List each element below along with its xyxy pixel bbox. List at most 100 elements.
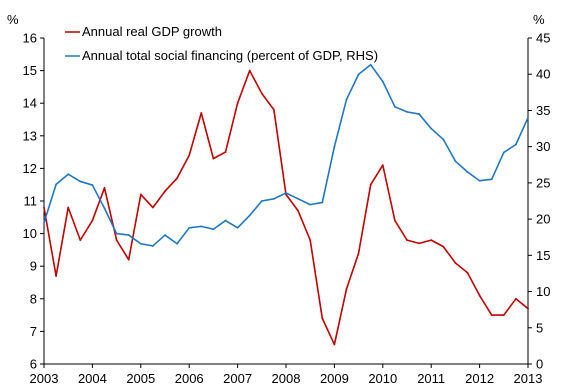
data-point-gdp-growth bbox=[152, 206, 154, 209]
data-point-social-financing bbox=[43, 221, 45, 224]
x-tick-label: 2003 bbox=[30, 371, 59, 386]
data-point-social-financing bbox=[406, 110, 408, 113]
x-tick-label: 2009 bbox=[320, 371, 349, 386]
data-point-social-financing bbox=[321, 201, 324, 204]
data-point-social-financing bbox=[381, 80, 384, 83]
data-point-social-financing bbox=[369, 63, 372, 66]
data-point-social-financing bbox=[91, 184, 94, 186]
right-tick-label: 35 bbox=[536, 103, 550, 118]
data-point-gdp-growth bbox=[430, 239, 433, 242]
left-tick-label: 12 bbox=[23, 161, 37, 176]
data-point-social-financing bbox=[224, 219, 227, 222]
data-point-social-financing bbox=[285, 192, 287, 194]
data-point-social-financing bbox=[115, 232, 118, 235]
data-point-gdp-growth bbox=[369, 183, 372, 186]
right-axis-ticks: 0 5 10 15 20 25 30 35 40 45 bbox=[528, 31, 550, 372]
x-tick-label: 2004 bbox=[78, 371, 107, 386]
right-tick-label: 0 bbox=[536, 357, 543, 372]
data-point-gdp-growth bbox=[91, 219, 94, 222]
data-point-gdp-growth bbox=[43, 206, 45, 209]
left-tick-label: 8 bbox=[30, 291, 37, 306]
data-point-gdp-growth bbox=[188, 154, 191, 157]
left-unit-label: % bbox=[7, 12, 19, 27]
legend: Annual real GDP growth Annual total soci… bbox=[65, 24, 378, 63]
data-point-gdp-growth bbox=[103, 187, 106, 189]
data-point-social-financing bbox=[188, 226, 191, 229]
left-tick-label: 10 bbox=[23, 226, 37, 241]
data-point-gdp-growth bbox=[418, 242, 420, 245]
data-point-gdp-growth bbox=[115, 239, 118, 242]
data-point-gdp-growth bbox=[236, 102, 239, 105]
data-point-gdp-growth bbox=[357, 252, 360, 255]
data-point-gdp-growth bbox=[527, 307, 529, 310]
data-point-gdp-growth bbox=[55, 275, 57, 277]
data-point-gdp-growth bbox=[67, 206, 70, 209]
data-point-social-financing bbox=[248, 214, 251, 217]
data-point-gdp-growth bbox=[454, 262, 457, 264]
data-point-social-financing bbox=[200, 225, 203, 228]
data-point-social-financing bbox=[430, 127, 433, 130]
series-line-gdp-growth bbox=[43, 69, 529, 346]
data-point-gdp-growth bbox=[333, 343, 336, 346]
data-point-gdp-growth bbox=[260, 92, 263, 95]
data-point-social-financing bbox=[67, 173, 70, 176]
x-tick-label: 2007 bbox=[223, 371, 252, 386]
data-point-social-financing bbox=[212, 228, 215, 231]
data-point-social-financing bbox=[152, 245, 154, 247]
data-point-social-financing bbox=[394, 105, 396, 108]
x-tick-label: 2005 bbox=[126, 371, 155, 386]
data-point-gdp-growth bbox=[273, 108, 275, 111]
right-tick-label: 45 bbox=[536, 31, 550, 46]
data-point-social-financing bbox=[273, 197, 275, 200]
data-point-social-financing bbox=[418, 113, 420, 115]
right-tick-label: 30 bbox=[536, 139, 550, 154]
plot-area bbox=[43, 38, 529, 365]
data-point-gdp-growth bbox=[394, 219, 396, 222]
data-point-social-financing bbox=[490, 178, 493, 181]
data-point-gdp-growth bbox=[502, 314, 505, 316]
right-tick-label: 10 bbox=[536, 284, 550, 299]
x-tick-label: 2008 bbox=[272, 371, 301, 386]
left-axis-ticks: 6 7 8 9 10 11 12 13 14 15 16 bbox=[23, 31, 44, 372]
data-point-social-financing bbox=[176, 242, 179, 245]
x-axis-ticks: 2003 2004 2005 2006 2007 2008 2009 2010 2011 2012… bbox=[30, 364, 543, 386]
series-layer bbox=[43, 63, 529, 346]
data-point-social-financing bbox=[502, 151, 505, 154]
x-tick-label: 2013 bbox=[514, 371, 543, 386]
right-tick-label: 15 bbox=[536, 248, 550, 263]
left-tick-label: 9 bbox=[30, 259, 37, 274]
left-tick-label: 7 bbox=[30, 324, 37, 339]
data-point-gdp-growth bbox=[212, 157, 215, 160]
data-point-gdp-growth bbox=[248, 69, 251, 72]
data-point-gdp-growth bbox=[297, 209, 299, 212]
data-point-social-financing bbox=[309, 203, 312, 206]
x-tick-label: 2006 bbox=[175, 371, 204, 386]
data-point-social-financing bbox=[345, 98, 348, 101]
data-point-social-financing bbox=[297, 197, 299, 200]
right-tick-label: 25 bbox=[536, 175, 550, 190]
data-point-gdp-growth bbox=[79, 239, 82, 242]
legend-label-gdp: Annual real GDP growth bbox=[82, 24, 222, 39]
data-point-gdp-growth bbox=[200, 112, 203, 114]
right-tick-label: 5 bbox=[536, 320, 543, 335]
data-point-social-financing bbox=[79, 180, 82, 183]
data-point-social-financing bbox=[139, 242, 142, 245]
data-point-gdp-growth bbox=[490, 314, 493, 316]
data-point-gdp-growth bbox=[176, 177, 179, 180]
series-line-social-financing bbox=[43, 64, 529, 247]
left-tick-label: 16 bbox=[23, 31, 37, 46]
data-point-gdp-growth bbox=[381, 164, 384, 167]
data-point-social-financing bbox=[55, 183, 57, 186]
x-tick-label: 2012 bbox=[465, 371, 494, 386]
x-tick-label: 2010 bbox=[368, 371, 397, 386]
data-point-gdp-growth bbox=[224, 151, 227, 154]
data-point-social-financing bbox=[442, 138, 445, 141]
data-point-gdp-growth bbox=[515, 297, 517, 300]
x-tick-label: 2011 bbox=[417, 371, 445, 386]
left-tick-label: 14 bbox=[23, 96, 37, 111]
data-point-gdp-growth bbox=[478, 294, 481, 297]
data-point-gdp-growth bbox=[127, 258, 130, 261]
data-point-gdp-growth bbox=[321, 317, 324, 320]
left-tick-label: 15 bbox=[23, 63, 37, 78]
